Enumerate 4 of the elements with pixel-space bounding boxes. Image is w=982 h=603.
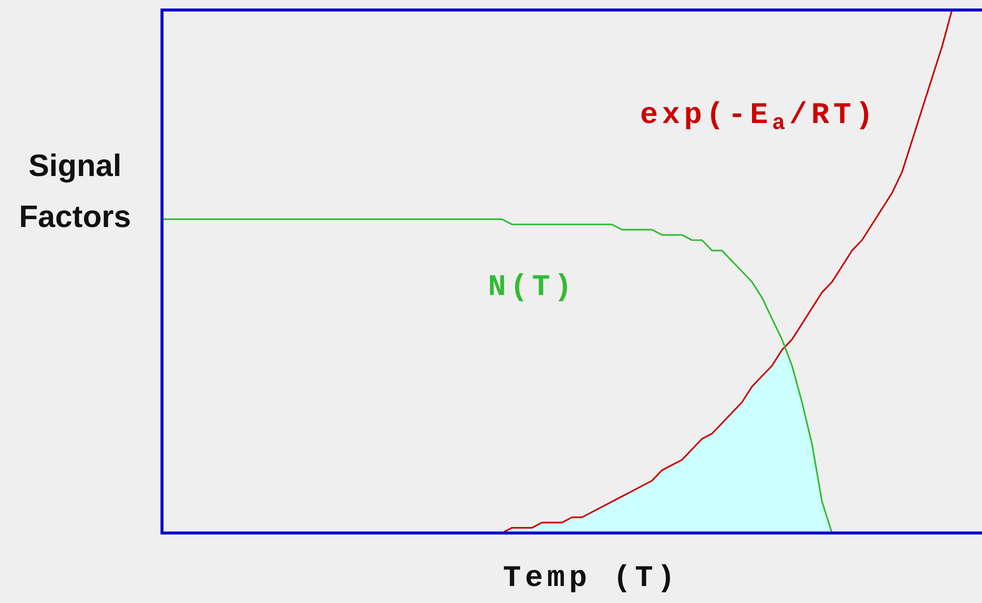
series-label: exp(-E$_{a}$/RT) (640, 99, 878, 136)
series-label: N(T) (488, 271, 576, 305)
x-axis-title: Temp (T) (503, 562, 680, 596)
y-axis-title: Signal Factors (18, 147, 132, 236)
